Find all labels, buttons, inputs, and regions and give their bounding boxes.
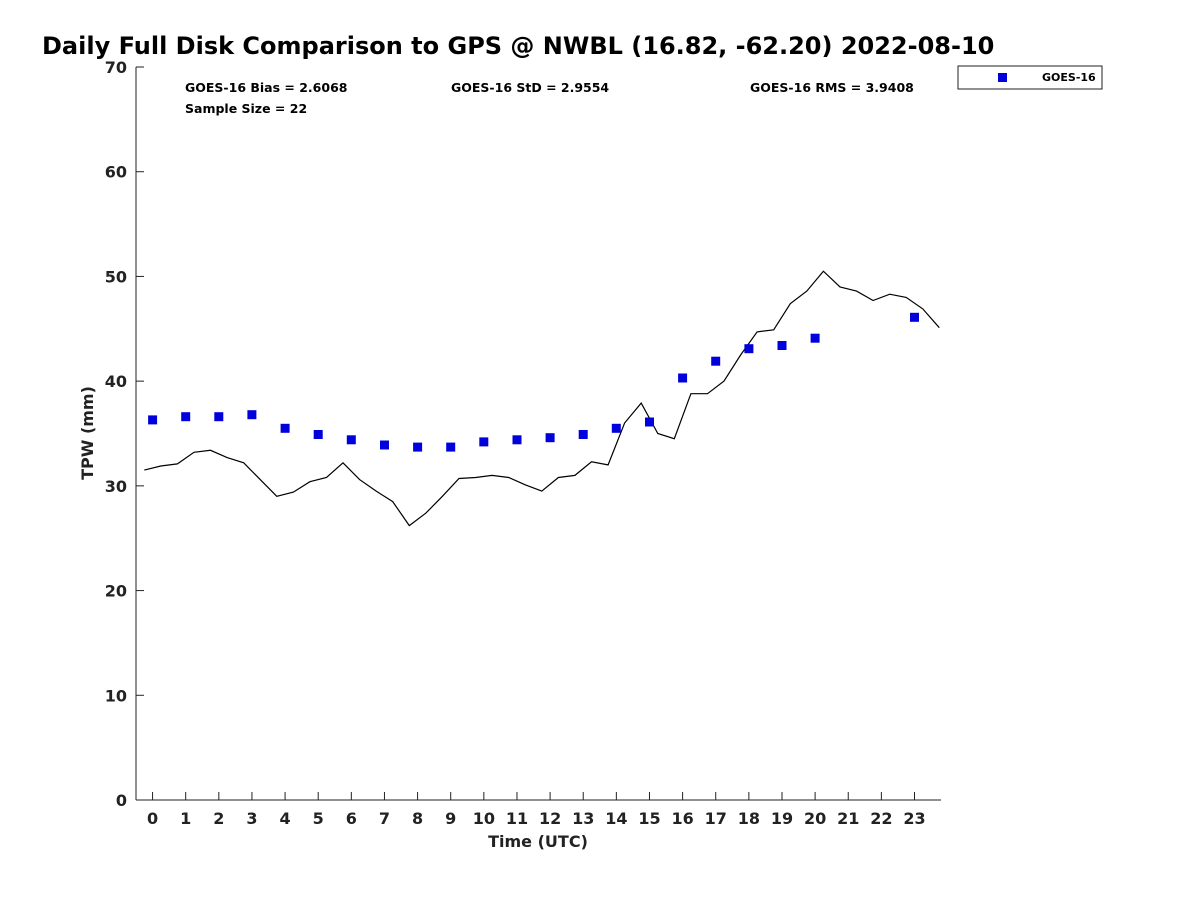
goes16-point [313,430,323,439]
chart-title: Daily Full Disk Comparison to GPS @ NWBL… [42,32,994,60]
goes16-point [744,344,754,354]
y-tick-label: 50 [105,267,127,286]
x-tick-label: 12 [539,809,561,828]
goes-point-layer [148,312,919,452]
y-tick-label: 30 [105,477,127,496]
goes16-point [910,312,919,322]
y-tick-label: 20 [105,582,127,601]
x-tick-label: 0 [147,809,158,828]
x-tick-label: 5 [313,809,324,828]
x-tick-label: 3 [246,809,257,828]
x-tick-label: 13 [572,809,594,828]
y-tick-label: 60 [105,163,127,182]
x-tick-label: 7 [379,809,390,828]
goes16-point [479,437,489,447]
gps-tpw-line [144,270,940,527]
goes16-point [810,333,820,343]
legend-box [957,65,1103,90]
x-tick-label: 4 [280,809,291,828]
x-axis-label: Time (UTC) [488,832,588,851]
goes16-point [777,341,787,350]
x-tick-label: 20 [804,809,826,828]
stat-std: GOES-16 StD = 2.9554 [451,80,609,95]
goes16-point [678,373,688,383]
goes16-point [512,435,522,445]
plot-area [135,67,941,801]
y-tick-label: 40 [105,372,127,391]
x-tick-label: 22 [870,809,892,828]
goes16-point [711,356,721,366]
legend-label: GOES-16 [1042,71,1096,84]
x-tick-label: 16 [671,809,693,828]
x-tick-label: 10 [473,809,495,828]
goes16-point [181,412,191,422]
goes16-point [545,433,555,443]
y-axis-label: TPW (mm) [78,386,97,480]
x-tick-label: 14 [605,809,627,828]
x-tick-label: 8 [412,809,423,828]
goes16-point [346,435,356,445]
goes16-point [578,430,588,439]
goes16-point [214,412,224,422]
x-tick-label: 21 [837,809,859,828]
gps-line-layer [144,270,940,527]
goes16-point [611,423,621,433]
goes16-point [446,442,456,452]
stat-bias: GOES-16 Bias = 2.6068 [185,80,347,95]
goes16-point [413,442,423,452]
y-tick-label: 70 [105,58,127,77]
x-tick-label: 17 [705,809,727,828]
x-tick-label: 15 [638,809,660,828]
legend-marker [998,73,1007,82]
goes16-point [645,417,654,427]
goes16-point [148,415,158,425]
goes16-point [247,410,257,420]
stat-rms: GOES-16 RMS = 3.9408 [750,80,914,95]
goes16-point [280,423,290,433]
stat-sample-size: Sample Size = 22 [185,101,307,116]
legend: GOES-16 [957,65,1103,90]
goes16-point [380,440,389,450]
y-ticks: 0 10 20 30 40 50 60 70 [105,58,144,810]
y-tick-label: 0 [116,791,127,810]
x-tick-label: 11 [506,809,528,828]
x-tick-label: 6 [346,809,357,828]
x-tick-label: 19 [771,809,793,828]
y-tick-label: 10 [105,686,127,705]
x-tick-label: 2 [213,809,224,828]
x-ticks: 0 1 2 3 4 5 6 7 8 9 10 11 12 13 14 15 16 17 18 19 20 21 22 23 [147,792,926,828]
x-tick-label: 23 [903,809,925,828]
x-tick-label: 9 [445,809,456,828]
x-tick-label: 18 [738,809,760,828]
x-tick-label: 1 [180,809,191,828]
